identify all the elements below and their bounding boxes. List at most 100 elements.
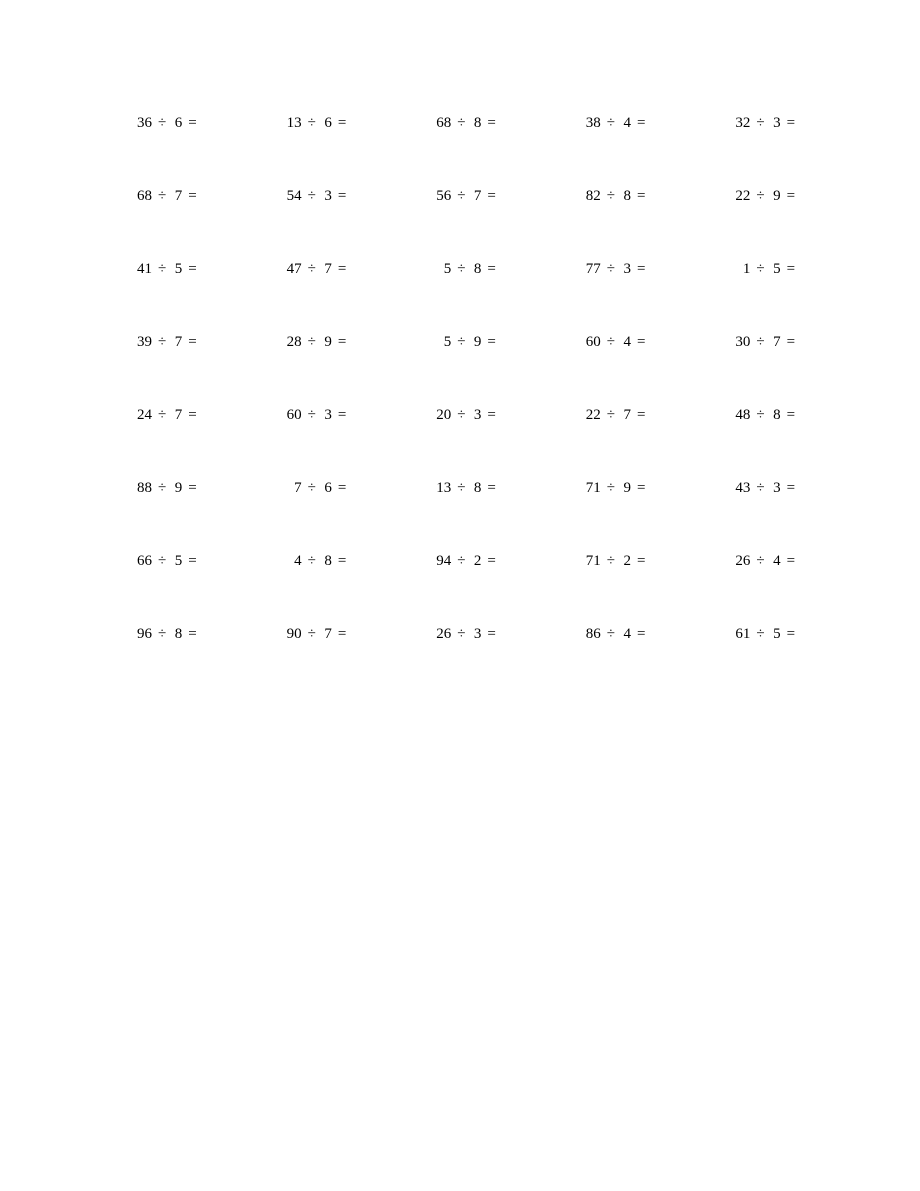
equals-sign: = bbox=[487, 115, 495, 132]
dividend: 13 bbox=[280, 115, 302, 132]
divisor: 7 bbox=[621, 407, 631, 424]
division-problem: 96÷8= bbox=[130, 626, 232, 643]
equals-sign: = bbox=[487, 261, 495, 278]
dividend: 28 bbox=[280, 334, 302, 351]
equals-sign: = bbox=[787, 480, 795, 497]
dividend: 68 bbox=[429, 115, 451, 132]
division-problem: 13÷8= bbox=[429, 480, 531, 497]
equals-sign: = bbox=[338, 480, 346, 497]
dividend: 86 bbox=[579, 626, 601, 643]
division-operator: ÷ bbox=[607, 115, 615, 132]
dividend: 26 bbox=[728, 553, 750, 570]
division-operator: ÷ bbox=[457, 188, 465, 205]
equals-sign: = bbox=[787, 334, 795, 351]
dividend: 1 bbox=[728, 261, 750, 278]
division-problem: 24÷7= bbox=[130, 407, 232, 424]
divisor: 7 bbox=[471, 188, 481, 205]
division-operator: ÷ bbox=[308, 626, 316, 643]
division-problem: 4 ÷ 8 = bbox=[280, 553, 382, 570]
divisor: 3 bbox=[771, 115, 781, 132]
divisor: 7 bbox=[322, 626, 332, 643]
dividend: 43 bbox=[728, 480, 750, 497]
division-operator: ÷ bbox=[158, 188, 166, 205]
divisor: 5 bbox=[172, 553, 182, 570]
division-operator: ÷ bbox=[308, 407, 316, 424]
division-problem: 66÷5= bbox=[130, 553, 232, 570]
dividend: 20 bbox=[429, 407, 451, 424]
divisor: 8 bbox=[471, 261, 481, 278]
equals-sign: = bbox=[637, 261, 645, 278]
dividend: 24 bbox=[130, 407, 152, 424]
division-problem: 60÷3= bbox=[280, 407, 382, 424]
division-problem: 86÷4= bbox=[579, 626, 681, 643]
division-operator: ÷ bbox=[756, 407, 764, 424]
equals-sign: = bbox=[637, 188, 645, 205]
dividend: 66 bbox=[130, 553, 152, 570]
equals-sign: = bbox=[787, 261, 795, 278]
division-operator: ÷ bbox=[756, 334, 764, 351]
division-problem: 5÷9= bbox=[429, 334, 531, 351]
dividend: 71 bbox=[579, 480, 601, 497]
division-operator: ÷ bbox=[756, 626, 764, 643]
dividend: 36 bbox=[130, 115, 152, 132]
division-operator: ÷ bbox=[457, 407, 465, 424]
divisor: 4 bbox=[621, 334, 631, 351]
divisor: 8 bbox=[771, 407, 781, 424]
division-operator: ÷ bbox=[158, 407, 166, 424]
divisor: 7 bbox=[172, 334, 182, 351]
divisor: 7 bbox=[322, 261, 332, 278]
dividend: 48 bbox=[728, 407, 750, 424]
dividend: 13 bbox=[429, 480, 451, 497]
equals-sign: = bbox=[338, 188, 346, 205]
dividend: 5 bbox=[429, 334, 451, 351]
division-problem: 38÷4= bbox=[579, 115, 681, 132]
division-operator: ÷ bbox=[756, 480, 764, 497]
divisor: 5 bbox=[771, 261, 781, 278]
dividend: 4 bbox=[280, 553, 302, 570]
division-operator: ÷ bbox=[457, 261, 465, 278]
equals-sign: = bbox=[338, 553, 346, 570]
division-operator: ÷ bbox=[158, 261, 166, 278]
dividend: 47 bbox=[280, 261, 302, 278]
division-operator: ÷ bbox=[158, 334, 166, 351]
division-problem: 54÷3= bbox=[280, 188, 382, 205]
division-problem: 36÷6= bbox=[130, 115, 232, 132]
division-operator: ÷ bbox=[308, 553, 316, 570]
dividend: 90 bbox=[280, 626, 302, 643]
division-problem: 88÷9= bbox=[130, 480, 232, 497]
equals-sign: = bbox=[188, 188, 196, 205]
divisor: 8 bbox=[322, 553, 332, 570]
divisor: 4 bbox=[621, 115, 631, 132]
equals-sign: = bbox=[338, 115, 346, 132]
division-operator: ÷ bbox=[756, 115, 764, 132]
equals-sign: = bbox=[188, 115, 196, 132]
divisor: 6 bbox=[322, 480, 332, 497]
equals-sign: = bbox=[637, 480, 645, 497]
divisor: 3 bbox=[471, 407, 481, 424]
equals-sign: = bbox=[338, 626, 346, 643]
equals-sign: = bbox=[487, 553, 495, 570]
dividend: 30 bbox=[728, 334, 750, 351]
division-operator: ÷ bbox=[308, 261, 316, 278]
division-operator: ÷ bbox=[457, 115, 465, 132]
division-problem: 71÷9= bbox=[579, 480, 681, 497]
dividend: 88 bbox=[130, 480, 152, 497]
division-problem: 1÷5= bbox=[728, 261, 830, 278]
division-operator: ÷ bbox=[457, 480, 465, 497]
dividend: 82 bbox=[579, 188, 601, 205]
divisor: 6 bbox=[172, 115, 182, 132]
division-problem: 90 ÷ 7 = bbox=[280, 626, 382, 643]
division-operator: ÷ bbox=[457, 553, 465, 570]
divisor: 9 bbox=[621, 480, 631, 497]
division-operator: ÷ bbox=[607, 261, 615, 278]
divisor: 5 bbox=[771, 626, 781, 643]
division-operator: ÷ bbox=[457, 334, 465, 351]
divisor: 8 bbox=[471, 480, 481, 497]
divisor: 3 bbox=[471, 626, 481, 643]
dividend: 38 bbox=[579, 115, 601, 132]
division-operator: ÷ bbox=[607, 188, 615, 205]
equals-sign: = bbox=[487, 334, 495, 351]
divisor: 6 bbox=[322, 115, 332, 132]
division-problem: 13÷6= bbox=[280, 115, 382, 132]
division-operator: ÷ bbox=[457, 626, 465, 643]
